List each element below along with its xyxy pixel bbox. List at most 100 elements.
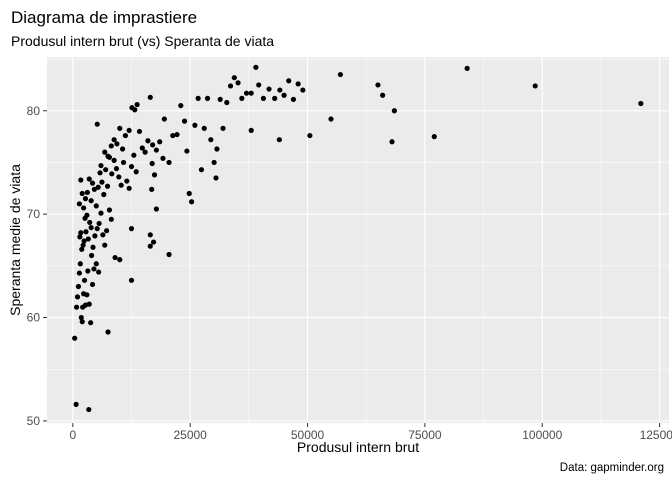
data-point: [85, 236, 91, 242]
y-tick-label: 80: [27, 104, 41, 118]
data-point: [86, 301, 92, 307]
data-point: [126, 127, 132, 134]
data-point: [256, 82, 262, 88]
data-point: [181, 118, 188, 124]
data-point: [108, 216, 114, 222]
data-point: [97, 170, 103, 176]
data-point: [375, 82, 381, 88]
data-point: [239, 95, 245, 101]
data-point: [84, 292, 90, 298]
y-tick-label: 70: [27, 207, 41, 221]
chart-caption: Data: gapminder.org: [560, 462, 664, 474]
data-point: [128, 277, 135, 283]
y-axis-title: Speranta medie de viata: [7, 164, 23, 316]
data-point: [92, 233, 98, 239]
data-point: [307, 132, 313, 139]
data-point: [104, 183, 111, 189]
x-tick-label: 25000: [173, 428, 207, 442]
data-point: [72, 335, 78, 341]
data-point: [83, 229, 89, 235]
data-point: [96, 220, 102, 227]
data-point: [214, 146, 220, 152]
data-point: [105, 329, 111, 335]
data-point: [328, 116, 334, 122]
data-point: [98, 210, 104, 216]
data-point: [98, 162, 104, 169]
data-point: [142, 149, 148, 155]
data-point: [109, 171, 115, 177]
data-point: [151, 172, 158, 178]
data-point: [108, 143, 114, 149]
data-point: [153, 206, 159, 212]
data-point: [213, 175, 219, 181]
data-point: [266, 86, 272, 92]
data-point: [149, 186, 155, 192]
data-point: [166, 159, 172, 166]
data-point: [120, 159, 127, 166]
data-point: [211, 159, 217, 166]
data-point: [84, 212, 90, 218]
data-point: [139, 145, 145, 151]
data-point: [276, 137, 282, 143]
data-point: [94, 121, 100, 127]
data-point: [174, 131, 180, 138]
data-point: [147, 243, 153, 249]
x-tick-label: 0: [69, 428, 76, 442]
data-point: [150, 142, 156, 148]
data-point: [208, 137, 214, 143]
data-point: [105, 153, 111, 159]
data-point: [295, 81, 301, 87]
data-point: [337, 71, 343, 78]
data-point: [87, 219, 93, 226]
data-point: [431, 134, 437, 140]
data-point: [277, 87, 283, 93]
x-axis-title: Produsul intern brut: [297, 439, 419, 455]
data-point: [178, 102, 184, 109]
data-point: [220, 125, 226, 131]
data-point: [184, 148, 190, 154]
data-point: [464, 65, 470, 71]
data-point: [248, 90, 254, 96]
data-point: [111, 157, 117, 163]
data-point: [114, 141, 120, 147]
data-point: [217, 96, 223, 102]
data-point: [89, 281, 96, 288]
data-point: [300, 87, 306, 93]
data-point: [86, 406, 92, 413]
data-point: [88, 198, 94, 204]
data-point: [532, 83, 538, 89]
data-point: [100, 232, 106, 238]
data-point: [81, 277, 88, 283]
data-point: [95, 184, 101, 190]
data-point: [380, 92, 386, 98]
data-point: [96, 269, 102, 275]
data-point: [198, 167, 205, 173]
data-point: [243, 90, 250, 96]
data-point: [78, 314, 84, 321]
data-point: [131, 152, 137, 158]
data-point: [77, 234, 83, 240]
data-point: [638, 100, 644, 107]
data-point: [88, 320, 94, 326]
data-point: [82, 196, 89, 202]
data-point: [81, 238, 87, 244]
data-point: [166, 251, 172, 258]
data-point: [119, 146, 126, 152]
data-point: [118, 182, 124, 188]
data-point: [79, 190, 85, 197]
data-point: [224, 99, 230, 106]
data-point: [134, 101, 140, 108]
data-point: [145, 138, 151, 144]
x-tick-label: 100000: [522, 428, 562, 442]
chart-title: Diagrama de imprastiere: [11, 8, 197, 27]
data-point: [99, 179, 105, 185]
x-axis-ticks: 0 25000 50000 75000 100000 125000: [69, 423, 672, 442]
data-point: [122, 132, 128, 139]
data-point: [77, 261, 83, 267]
data-point: [85, 268, 91, 274]
data-point: [91, 266, 97, 272]
x-tick-label: 75000: [408, 428, 442, 442]
data-point: [117, 125, 123, 131]
data-point: [73, 401, 79, 407]
plot-panel: [47, 57, 669, 423]
